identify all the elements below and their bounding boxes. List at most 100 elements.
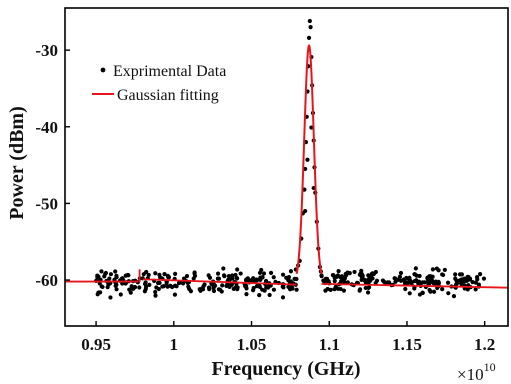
- data-point: [100, 284, 105, 290]
- data-point: [233, 272, 238, 278]
- fit-layer: [65, 44, 509, 289]
- data-point: [368, 278, 373, 283]
- data-point: [108, 295, 113, 300]
- data-point: [321, 278, 326, 283]
- data-point: [286, 278, 291, 283]
- x-axis-multiplier-exponent: 10: [484, 360, 496, 374]
- data-point: [96, 290, 101, 295]
- data-point: [370, 271, 375, 276]
- x-axis-multiplier-base: ×10: [457, 365, 484, 384]
- legend-label-fit: Gaussian fitting: [117, 87, 219, 104]
- data-point: [306, 35, 312, 40]
- y-tick-label: -60: [35, 271, 58, 290]
- data-point: [215, 276, 220, 281]
- data-point: [268, 270, 274, 275]
- data-point: [332, 279, 337, 284]
- data-point: [453, 272, 458, 277]
- data-point: [420, 280, 425, 285]
- data-point: [103, 271, 108, 277]
- x-tick-label: 0.95: [81, 335, 111, 354]
- data-point: [181, 276, 187, 281]
- data-point: [473, 287, 478, 292]
- data-point: [331, 273, 336, 278]
- data-point: [323, 288, 328, 293]
- data-point: [357, 288, 362, 293]
- data-point: [425, 276, 430, 281]
- x-axis-ticks: 0.95 1 1.05 1.1 1.15 1.2: [81, 321, 495, 354]
- data-point: [127, 287, 132, 292]
- data-point: [465, 274, 470, 279]
- data-point: [161, 284, 166, 289]
- data-point: [307, 18, 312, 24]
- data-point: [257, 270, 263, 275]
- data-point: [181, 281, 186, 286]
- data-point: [345, 280, 350, 285]
- data-point: [303, 208, 308, 214]
- legend: Exprimental Data Gaussian fitting: [87, 54, 264, 108]
- data-point: [188, 289, 194, 294]
- data-point: [288, 269, 294, 274]
- data-point: [238, 271, 243, 276]
- y-tick-label: -50: [35, 194, 58, 213]
- data-point: [412, 278, 417, 284]
- data-point: [289, 284, 294, 289]
- data-point: [453, 276, 458, 281]
- data-point: [234, 276, 240, 281]
- data-point: [153, 293, 158, 298]
- axes-box: [64, 7, 509, 327]
- data-point: [446, 291, 451, 296]
- data-point: [227, 284, 232, 290]
- data-point: [294, 287, 299, 292]
- legend-marker-data: [100, 67, 106, 73]
- y-axis-ticks: -60 -50 -40 -30: [35, 41, 70, 290]
- data-point: [308, 25, 313, 30]
- data-point: [192, 270, 197, 275]
- data-point: [451, 294, 457, 299]
- data-point: [147, 282, 152, 287]
- data-point: [459, 272, 465, 277]
- data-point: [478, 272, 483, 277]
- data-point: [417, 292, 423, 297]
- data-point: [153, 271, 158, 276]
- data-point: [342, 275, 347, 280]
- data-point: [222, 274, 227, 279]
- data-point: [191, 276, 196, 281]
- data-point: [126, 273, 131, 278]
- data-point: [363, 285, 368, 291]
- data-point: [244, 283, 249, 288]
- data-point: [226, 277, 231, 282]
- data-point: [235, 267, 240, 272]
- data-point: [257, 293, 262, 298]
- data-point: [95, 275, 100, 280]
- data-point: [416, 281, 421, 286]
- data-point: [407, 275, 412, 280]
- data-point: [292, 276, 297, 281]
- data-point: [157, 280, 162, 285]
- x-tick-label: 1.05: [237, 335, 267, 354]
- data-point: [319, 273, 324, 278]
- data-point: [244, 277, 249, 282]
- data-point: [253, 278, 258, 283]
- data-point: [186, 284, 191, 289]
- data-point: [441, 272, 446, 278]
- x-axis-title: Frequency (GHz): [211, 358, 360, 380]
- data-point: [309, 125, 314, 130]
- y-tick-label: -30: [35, 41, 58, 60]
- data-point: [99, 269, 104, 274]
- data-point: [398, 270, 404, 276]
- data-point: [220, 283, 225, 288]
- x-tick-label: 1: [170, 335, 179, 354]
- data-point: [207, 286, 212, 292]
- data-point: [336, 269, 341, 274]
- data-point: [413, 266, 418, 271]
- data-point: [113, 283, 118, 288]
- data-point: [445, 280, 451, 285]
- data-point: [393, 276, 398, 281]
- data-point: [217, 287, 223, 292]
- data-point: [393, 279, 398, 284]
- data-point: [216, 271, 221, 276]
- data-point: [440, 287, 445, 292]
- data-point: [403, 286, 408, 292]
- data-point: [107, 276, 112, 281]
